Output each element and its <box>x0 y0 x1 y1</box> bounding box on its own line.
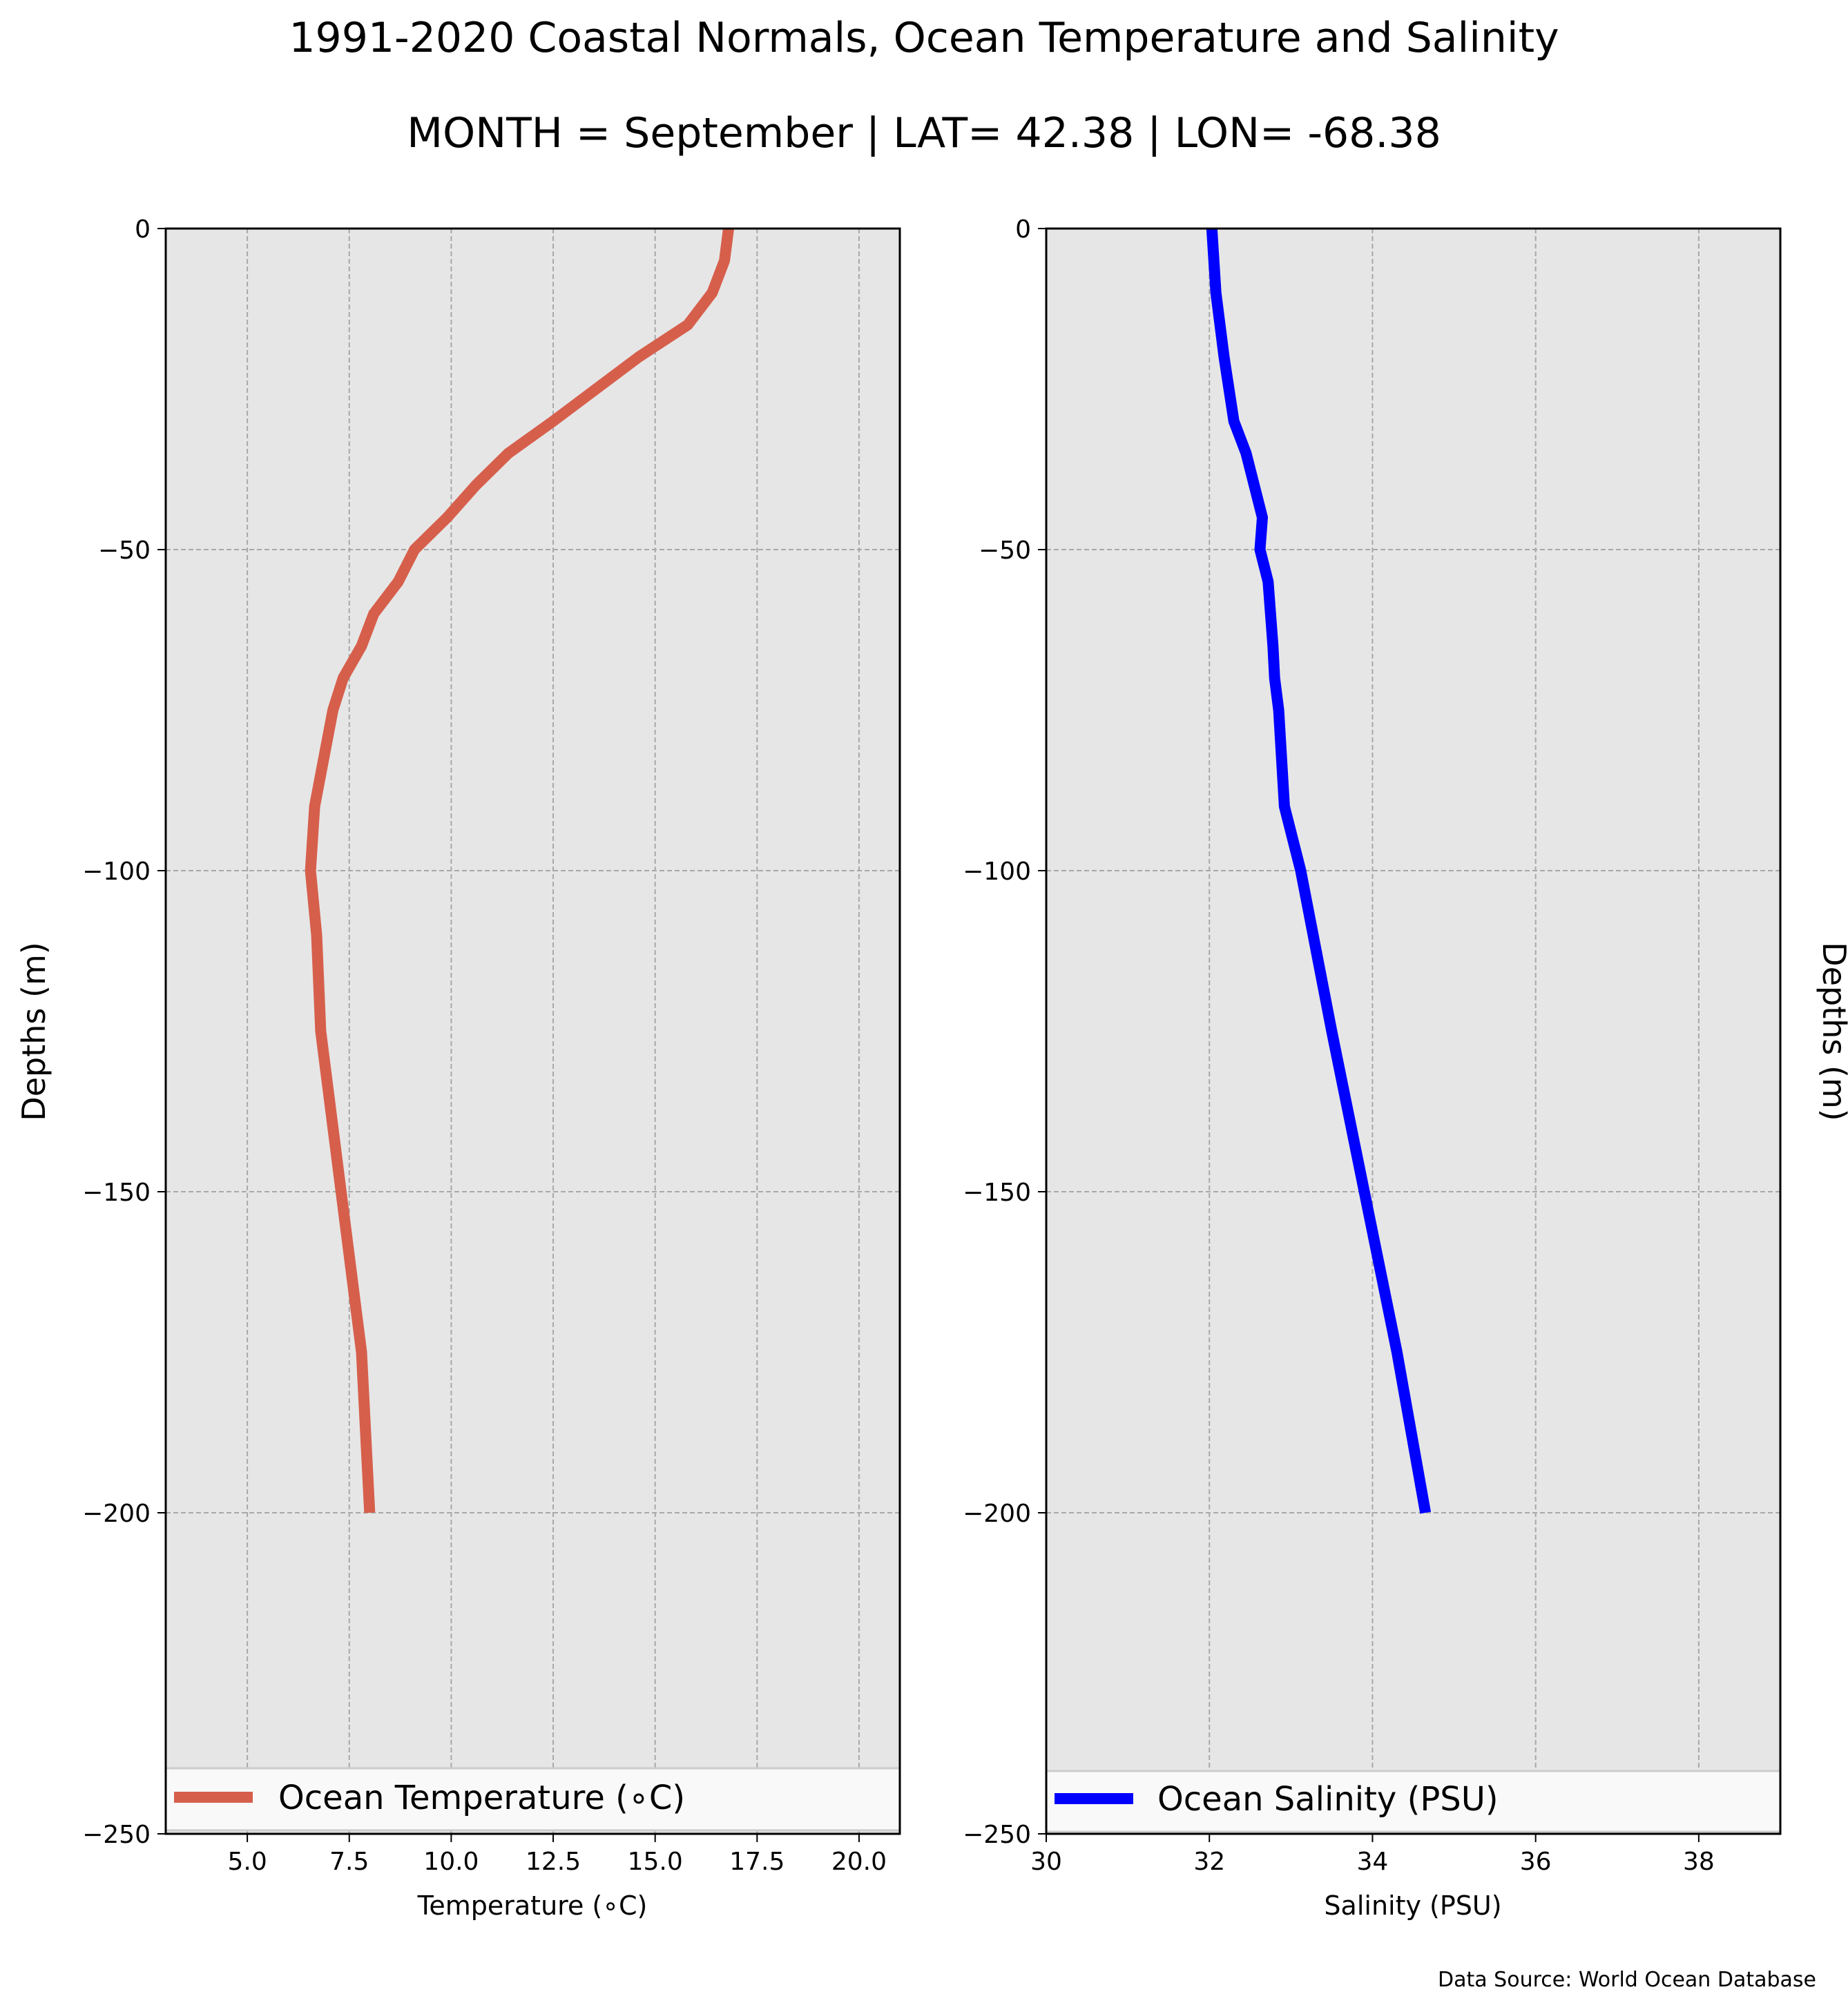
y-tick-label: 0 <box>135 215 151 244</box>
series-lines <box>305 227 734 1513</box>
y-tick-label: −100 <box>963 858 1031 886</box>
plot-background <box>166 229 900 1834</box>
legend-label-salinity: Ocean Salinity (PSU) <box>1157 1780 1499 1819</box>
x-tick-label: 36 <box>1520 1848 1552 1876</box>
x-tick-label: 30 <box>1030 1848 1062 1876</box>
y-tick-label: 0 <box>1015 215 1031 244</box>
legend-box <box>164 1767 901 1832</box>
plot-background <box>1046 229 1780 1834</box>
x-tick-label: 12.5 <box>526 1848 581 1876</box>
x-axis-label: Temperature (∘C) <box>417 1890 648 1921</box>
y-tick-label: −250 <box>963 1821 1031 1849</box>
y-tick-label: −150 <box>82 1179 151 1207</box>
x-axis-label: Salinity (PSU) <box>1324 1890 1501 1921</box>
x-tick-label: 15.0 <box>628 1848 683 1876</box>
plot-frame <box>1045 227 1782 1835</box>
legend-label-temperature: Ocean Temperature (∘C) <box>278 1779 685 1817</box>
chart-subtitle: MONTH = September | LAT= 42.38 | LON= -6… <box>407 109 1441 157</box>
x-tick-label: 10.0 <box>423 1848 479 1876</box>
salinity-panel: Ocean Salinity (PSU) 30 32 34 36 38 0 −50 −100 −… <box>963 215 1848 1921</box>
data-source-note: Data Source: World Ocean Database <box>1438 1968 1816 1992</box>
series-line <box>305 227 734 1513</box>
y-axis-label: Depths (m) <box>1816 942 1848 1121</box>
y-tick-label: −200 <box>82 1500 151 1528</box>
x-tick-label: 20.0 <box>831 1848 887 1876</box>
gridlines <box>1046 229 1780 1834</box>
x-tick-label: 32 <box>1193 1848 1225 1876</box>
y-tick-label: −150 <box>963 1179 1031 1207</box>
chart-title: 1991-2020 Coastal Normals, Ocean Tempera… <box>289 14 1559 62</box>
x-tick-label: 17.5 <box>729 1848 785 1876</box>
series-lines <box>1206 228 1432 1514</box>
axis-ticks: 5.0 7.5 10.0 12.5 15.0 17.5 20.0 0 −50 −100 −150 −2… <box>82 215 887 1876</box>
temperature-panel: Ocean Temperature (∘C) 5.0 7.5 10.0 12.5 15.… <box>15 215 901 1921</box>
x-tick-label: 38 <box>1683 1848 1715 1876</box>
y-tick-label: −100 <box>82 858 151 886</box>
y-tick-label: −50 <box>98 536 151 565</box>
x-tick-label: 7.5 <box>329 1848 369 1876</box>
legend: Ocean Salinity (PSU) <box>1045 1770 1782 1833</box>
legend: Ocean Temperature (∘C) <box>164 1767 901 1832</box>
x-tick-label: 5.0 <box>227 1848 267 1876</box>
y-tick-label: −250 <box>82 1821 151 1849</box>
axis-ticks: 30 32 34 36 38 0 −50 −100 −150 −200 −250 <box>963 215 1715 1876</box>
y-tick-label: −200 <box>963 1500 1031 1528</box>
series-line <box>1206 228 1432 1514</box>
y-axis-label: Depths (m) <box>15 942 52 1121</box>
gridlines <box>166 229 900 1834</box>
plot-frame <box>164 227 901 1835</box>
x-tick-label: 34 <box>1357 1848 1389 1876</box>
legend-box <box>1045 1770 1782 1833</box>
y-tick-label: −50 <box>979 536 1031 565</box>
